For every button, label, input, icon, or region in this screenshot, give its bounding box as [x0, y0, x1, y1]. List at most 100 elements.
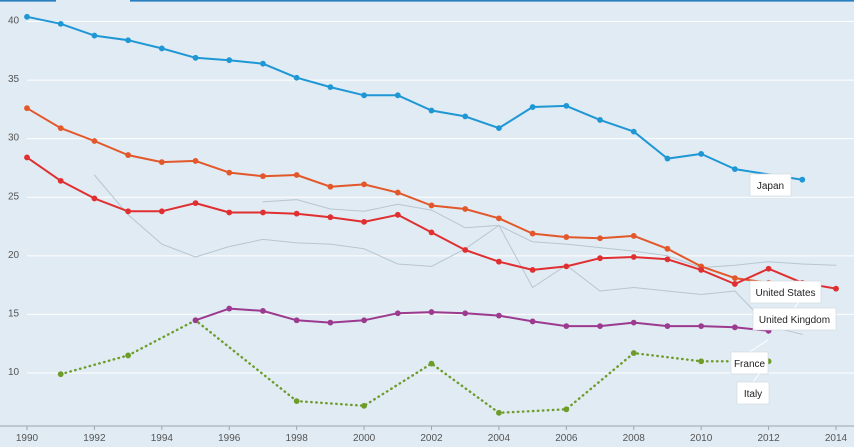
series-line-5: [194, 307, 770, 332]
series-label-leader: [749, 339, 769, 353]
data-point: [799, 176, 806, 183]
data-point: [563, 234, 570, 240]
series-label-text: United States: [755, 288, 815, 299]
data-point: [664, 323, 671, 330]
x-tick-label: 2008: [623, 433, 646, 444]
series-line-3: [262, 199, 837, 269]
data-point: [158, 45, 165, 52]
series-labels: Japan United States United Kingdom France It…: [730, 173, 837, 405]
data-point: [698, 266, 705, 273]
data-point: [496, 258, 502, 265]
series-label: United Kingdom: [752, 299, 837, 331]
data-point: [731, 281, 738, 287]
data-point: [226, 169, 233, 176]
data-point: [563, 323, 570, 330]
data-point: [394, 92, 401, 99]
series-line-1: [26, 107, 804, 287]
data-point: [24, 154, 30, 161]
data-point: [698, 323, 705, 330]
data-point: [428, 360, 435, 367]
data-point: [597, 255, 603, 262]
x-tick-label: 2012: [757, 433, 780, 444]
data-point: [91, 138, 98, 144]
data-point: [630, 128, 637, 135]
data-point: [24, 105, 30, 112]
x-tick-label: 1994: [151, 433, 174, 444]
data-point: [664, 245, 671, 252]
data-point: [293, 317, 300, 324]
data-point: [293, 210, 300, 217]
data-point: [428, 229, 435, 236]
series-label-box: [752, 307, 837, 331]
data-point: [462, 247, 469, 253]
data-point: [293, 398, 300, 405]
series-label-leader: [794, 299, 801, 309]
data-point: [731, 166, 738, 173]
data-point: [260, 209, 266, 216]
data-point: [260, 308, 266, 314]
x-tick-label: 1996: [218, 433, 241, 444]
data-point: [833, 285, 839, 292]
data-point: [327, 84, 334, 91]
series-label: Japan: [749, 173, 792, 197]
series-label-box: [736, 381, 770, 405]
series-label: France: [730, 339, 769, 375]
x-tick-label: 1990: [16, 433, 39, 444]
data-point: [192, 200, 199, 207]
series-line-4: [93, 174, 803, 335]
data-point: [361, 181, 367, 188]
data-point: [630, 350, 637, 356]
data-point: [57, 20, 64, 27]
data-point: [394, 189, 401, 196]
data-point: [361, 317, 367, 324]
data-point: [361, 218, 367, 225]
data-point: [462, 206, 469, 212]
data-point: [293, 172, 300, 178]
x-tick-label: 2002: [420, 433, 443, 444]
data-point: [765, 265, 772, 272]
data-point: [428, 309, 435, 315]
data-point: [529, 318, 536, 325]
data-point: [428, 202, 435, 209]
data-point: [192, 158, 199, 164]
data-point: [630, 254, 637, 260]
data-point: [327, 319, 334, 326]
data-point: [260, 60, 266, 67]
y-tick-label: 30: [8, 133, 20, 144]
y-tick-label: 40: [8, 16, 20, 27]
data-point: [57, 371, 64, 378]
x-tick-label: 1992: [83, 433, 106, 444]
data-point: [529, 230, 536, 237]
data-point: [394, 211, 401, 218]
data-point: [462, 113, 469, 120]
data-point: [57, 125, 64, 132]
x-tick-label: 2000: [353, 433, 376, 444]
data-point: [361, 92, 367, 99]
data-point: [125, 152, 132, 158]
data-point: [125, 37, 132, 44]
series-label-text: Japan: [757, 181, 784, 192]
y-tick-label: 25: [8, 191, 20, 202]
data-point: [597, 235, 603, 242]
x-tick-label: 2010: [690, 433, 713, 444]
y-axis-tick-labels: 10 15 20 25 30 35 40: [8, 16, 20, 379]
x-tick-label: 2014: [825, 433, 848, 444]
data-point: [698, 150, 705, 157]
series-label-text: France: [734, 359, 766, 370]
data-point: [597, 117, 603, 123]
data-point: [664, 256, 671, 263]
data-point: [597, 323, 603, 330]
series-label-text: United Kingdom: [759, 315, 830, 326]
series-label-box: [749, 280, 822, 304]
data-point: [698, 358, 705, 365]
data-point: [630, 319, 637, 326]
data-point: [462, 310, 469, 317]
data-point: [361, 402, 367, 409]
series-lines: [24, 13, 839, 416]
data-point: [158, 208, 165, 215]
data-point: [664, 155, 671, 162]
x-tick-label: 1998: [286, 433, 309, 444]
data-point: [91, 32, 98, 39]
series-label: United States: [749, 280, 822, 304]
